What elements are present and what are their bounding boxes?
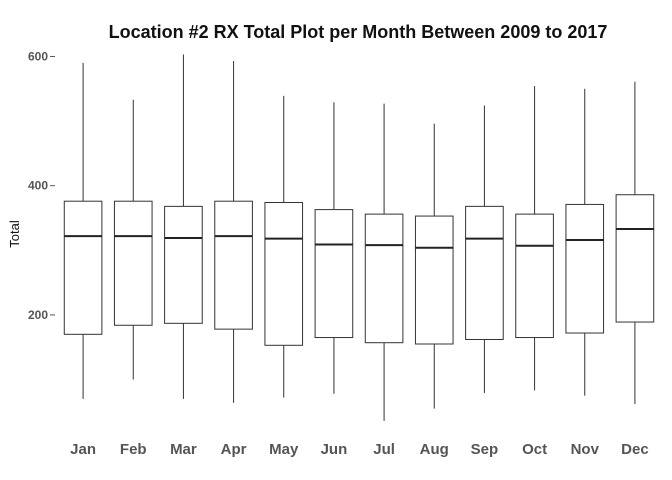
x-tick-label: Apr xyxy=(221,441,247,458)
box-iqr xyxy=(63,200,103,335)
box-oct xyxy=(515,86,554,391)
box-feb xyxy=(113,99,153,380)
box-iqr xyxy=(465,205,504,340)
boxes-group xyxy=(63,54,655,421)
box-jan xyxy=(63,62,103,399)
y-tick-label: 400 xyxy=(28,179,48,193)
x-tick-label: Jul xyxy=(373,441,395,458)
box-jul xyxy=(364,103,404,421)
box-iqr xyxy=(113,200,153,326)
y-axis: 200 400 600 xyxy=(28,49,55,322)
x-tick-label: Jun xyxy=(321,441,348,458)
box-iqr xyxy=(565,203,605,334)
x-tick-label: Aug xyxy=(420,441,449,458)
box-jun xyxy=(314,102,354,394)
box-iqr xyxy=(414,215,454,345)
y-axis-label: Total xyxy=(7,220,22,248)
box-aug xyxy=(414,123,454,409)
box-apr xyxy=(214,60,253,403)
box-mar xyxy=(164,54,203,399)
box-dec xyxy=(615,81,655,405)
box-iqr xyxy=(615,194,655,323)
x-tick-label: May xyxy=(269,441,299,458)
x-tick-label: Nov xyxy=(571,441,600,458)
x-tick-label: Feb xyxy=(120,441,147,458)
x-tick-label: Sep xyxy=(471,441,499,458)
x-tick-label: Jan xyxy=(70,441,96,458)
x-axis: Jan Feb Mar Apr May Jun Jul Aug Sep Oct Nov Dec xyxy=(70,441,649,458)
box-iqr xyxy=(264,201,304,346)
y-tick-label: 200 xyxy=(28,308,48,322)
box-iqr xyxy=(314,209,354,339)
chart-title: Location #2 RX Total Plot per Month Betw… xyxy=(109,22,608,42)
y-tick-label: 600 xyxy=(28,49,48,63)
box-iqr xyxy=(214,200,253,330)
box-iqr xyxy=(515,213,554,339)
box-nov xyxy=(565,88,605,396)
x-tick-label: Mar xyxy=(170,441,197,458)
box-sep xyxy=(465,105,504,394)
box-may xyxy=(264,95,304,398)
box-iqr xyxy=(164,205,203,324)
x-tick-label: Dec xyxy=(621,441,649,458)
x-tick-label: Oct xyxy=(522,441,547,458)
box-iqr xyxy=(364,213,404,344)
